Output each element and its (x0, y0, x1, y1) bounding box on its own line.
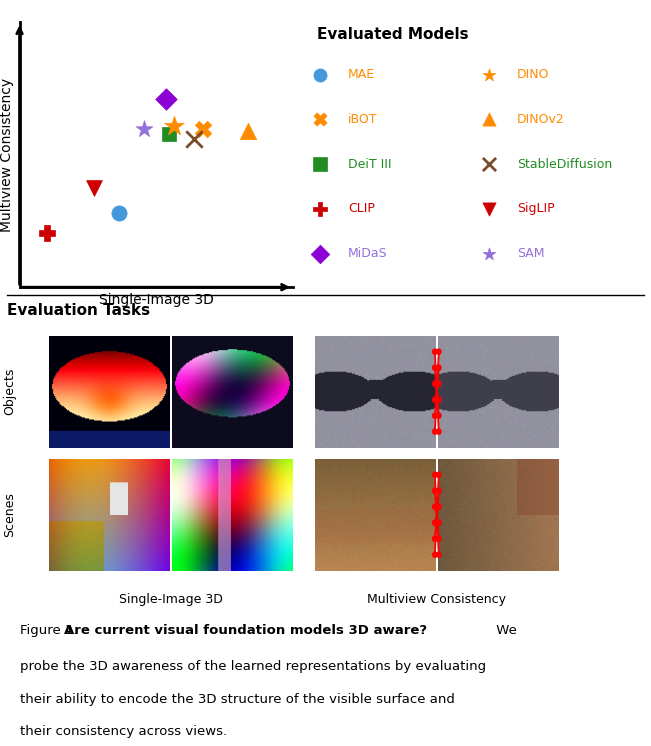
Point (114, 207, 124, 219)
Point (139, 123, 149, 135)
Text: Multiview Consistency: Multiview Consistency (367, 592, 506, 606)
Text: MiDaS: MiDaS (348, 247, 387, 260)
Text: CLIP: CLIP (348, 202, 374, 216)
Point (161, 93, 171, 105)
Point (169, 120, 179, 132)
Text: StableDiffusion: StableDiffusion (517, 157, 612, 171)
Point (243, 125, 253, 137)
Point (89, 182, 100, 194)
Text: Single-Image 3D: Single-Image 3D (118, 592, 223, 606)
Point (484, 248, 495, 260)
Text: probe the 3D awareness of the learned representations by evaluating: probe the 3D awareness of the learned re… (20, 660, 486, 673)
Point (315, 69, 326, 81)
Text: their consistency across views.: their consistency across views. (20, 725, 227, 739)
Text: SigLIP: SigLIP (517, 202, 555, 216)
Text: We: We (492, 624, 517, 636)
Point (315, 203, 326, 215)
Text: SAM: SAM (517, 247, 544, 260)
Text: DeiT III: DeiT III (348, 157, 391, 171)
Point (188, 133, 199, 145)
X-axis label: Single-Image 3D: Single-Image 3D (99, 292, 214, 307)
Y-axis label: Multiview Consistency: Multiview Consistency (0, 78, 14, 232)
Point (199, 123, 209, 135)
Text: their ability to encode the 3D structure of the visible surface and: their ability to encode the 3D structure… (20, 693, 454, 706)
Text: Figure 1.: Figure 1. (20, 624, 81, 636)
Point (484, 203, 495, 215)
Text: DINOv2: DINOv2 (517, 113, 564, 126)
Text: Evaluated Models: Evaluated Models (317, 27, 468, 42)
Text: Objects: Objects (3, 368, 16, 416)
Point (484, 158, 495, 170)
Point (163, 128, 174, 140)
Text: Evaluation Tasks: Evaluation Tasks (7, 303, 150, 318)
Point (315, 113, 326, 125)
Text: iBOT: iBOT (348, 113, 378, 126)
Text: MAE: MAE (348, 68, 375, 81)
Text: Are current visual foundation models 3D aware?: Are current visual foundation models 3D … (64, 624, 428, 636)
Point (484, 113, 495, 125)
Point (42, 227, 52, 239)
Text: DINO: DINO (517, 68, 549, 81)
Point (315, 158, 326, 170)
Text: Scenes: Scenes (3, 492, 16, 537)
Point (484, 69, 495, 81)
Point (315, 248, 326, 260)
